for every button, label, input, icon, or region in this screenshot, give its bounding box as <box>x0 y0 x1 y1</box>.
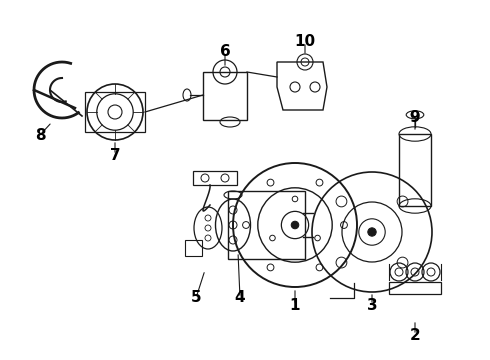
Text: 6: 6 <box>220 45 230 59</box>
Circle shape <box>108 105 122 119</box>
Text: 10: 10 <box>294 35 316 49</box>
Text: 4: 4 <box>235 291 245 306</box>
Text: 9: 9 <box>410 111 420 126</box>
Bar <box>85 93 145 132</box>
Bar <box>389 282 441 294</box>
Text: 8: 8 <box>35 127 45 143</box>
Bar <box>228 191 305 259</box>
Circle shape <box>368 228 376 236</box>
Text: 3: 3 <box>367 297 377 312</box>
Circle shape <box>291 221 299 229</box>
Text: 5: 5 <box>191 291 201 306</box>
Bar <box>399 134 431 206</box>
Bar <box>203 72 247 120</box>
Bar <box>193 171 237 185</box>
Text: 2: 2 <box>410 328 420 342</box>
Text: 7: 7 <box>110 148 121 162</box>
Text: 1: 1 <box>290 297 300 312</box>
